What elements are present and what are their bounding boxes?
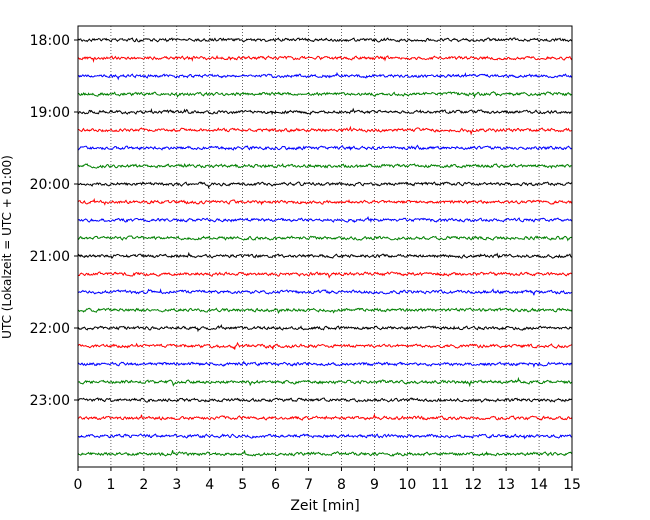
x-tick-label: 0 — [74, 477, 83, 493]
seismic-trace — [77, 413, 573, 421]
x-tick-label: 10 — [398, 477, 416, 493]
seismic-trace — [77, 235, 573, 242]
y-tick-label: 22:00 — [30, 321, 70, 337]
seismic-trace — [77, 323, 573, 333]
seismic-trace — [77, 397, 573, 403]
x-tick-label: 15 — [563, 477, 581, 493]
x-tick-label: 14 — [530, 477, 548, 493]
x-tick-label: 11 — [431, 477, 449, 493]
x-tick-label: 2 — [139, 477, 148, 493]
seismic-trace — [78, 307, 573, 315]
x-axis-label: Zeit [min] — [290, 498, 359, 514]
x-tick-label: 8 — [337, 477, 346, 493]
x-axis: 0 1 2 3 4 5 6 7 8 9 10 11 12 13 14 15 — [74, 467, 581, 493]
x-tick-label: 3 — [172, 477, 181, 493]
seismic-traces — [77, 37, 573, 457]
x-tick-label: 7 — [304, 477, 313, 493]
seismic-trace — [77, 360, 573, 368]
y-tick-label: 19:00 — [30, 105, 70, 121]
x-tick-label: 13 — [497, 477, 515, 493]
y-tick-label: 21:00 — [30, 249, 70, 265]
y-tick-label: 20:00 — [30, 177, 70, 193]
x-tick-label: 9 — [370, 477, 379, 493]
seismic-trace — [77, 71, 573, 81]
plot-frame — [77, 25, 573, 468]
seismic-trace — [77, 271, 573, 279]
x-tick-label: 1 — [106, 477, 115, 493]
seismic-trace — [77, 107, 573, 116]
x-tick-label: 6 — [271, 477, 280, 493]
seismic-trace — [77, 91, 573, 99]
x-tick-label: 5 — [238, 477, 247, 493]
seismic-trace — [77, 37, 573, 43]
seismic-trace — [77, 125, 573, 136]
y-axis-label: UTC (Lokalzeit = UTC + 01:00) — [0, 155, 14, 339]
seismic-trace — [77, 216, 573, 223]
y-tick-label: 18:00 — [30, 33, 70, 49]
seismic-trace — [77, 144, 573, 151]
seismic-trace — [77, 197, 573, 206]
seismic-trace — [77, 433, 573, 440]
x-tick-label: 4 — [205, 477, 214, 493]
seismic-trace — [77, 55, 573, 64]
seismic-trace — [77, 450, 573, 457]
y-tick-label: 23:00 — [30, 393, 70, 409]
y-axis: 18:00 19:00 20:00 21:00 22:00 23:00 — [30, 33, 78, 409]
seismic-trace — [77, 376, 573, 388]
x-tick-label: 12 — [464, 477, 482, 493]
seismic-trace — [77, 181, 573, 190]
seismic-trace — [77, 341, 573, 350]
seismic-trace — [77, 251, 573, 260]
seismic-trace — [77, 288, 573, 296]
seismic-trace — [77, 162, 573, 170]
